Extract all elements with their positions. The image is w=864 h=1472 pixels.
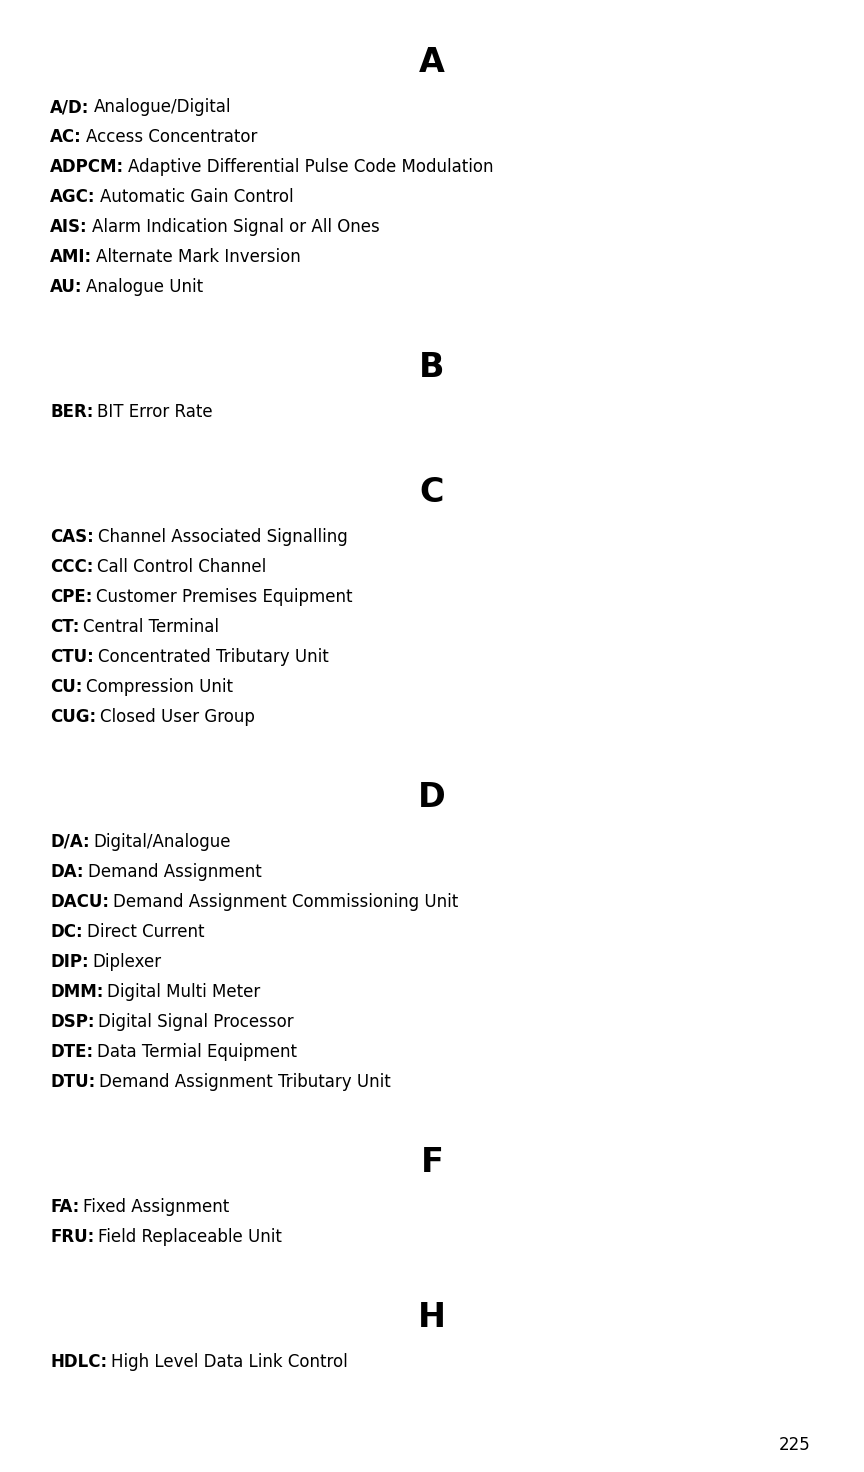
Text: Automatic Gain Control: Automatic Gain Control: [99, 188, 293, 206]
Text: Digital/Analogue: Digital/Analogue: [93, 833, 232, 851]
Text: Adaptive Differential Pulse Code Modulation: Adaptive Differential Pulse Code Modulat…: [128, 158, 493, 177]
Text: F: F: [421, 1147, 443, 1179]
Text: BIT Error Rate: BIT Error Rate: [98, 403, 213, 421]
Text: C: C: [420, 475, 444, 509]
Text: B: B: [419, 350, 445, 384]
Text: DACU:: DACU:: [50, 894, 109, 911]
Text: CTU:: CTU:: [50, 648, 94, 665]
Text: BER:: BER:: [50, 403, 93, 421]
Text: FA:: FA:: [50, 1198, 79, 1216]
Text: HDLC:: HDLC:: [50, 1353, 107, 1370]
Text: High Level Data Link Control: High Level Data Link Control: [111, 1353, 348, 1370]
Text: DC:: DC:: [50, 923, 83, 941]
Text: Compression Unit: Compression Unit: [86, 679, 233, 696]
Text: Demand Assignment Commissioning Unit: Demand Assignment Commissioning Unit: [113, 894, 458, 911]
Text: AGC:: AGC:: [50, 188, 96, 206]
Text: CUG:: CUG:: [50, 708, 96, 726]
Text: CU:: CU:: [50, 679, 82, 696]
Text: AIS:: AIS:: [50, 218, 87, 236]
Text: DIP:: DIP:: [50, 952, 89, 972]
Text: Fixed Assignment: Fixed Assignment: [83, 1198, 230, 1216]
Text: Field Replaceable Unit: Field Replaceable Unit: [98, 1228, 283, 1245]
Text: Data Termial Equipment: Data Termial Equipment: [97, 1044, 297, 1061]
Text: DTE:: DTE:: [50, 1044, 93, 1061]
Text: Channel Associated Signalling: Channel Associated Signalling: [98, 528, 347, 546]
Text: Digital Signal Processor: Digital Signal Processor: [98, 1013, 294, 1030]
Text: D/A:: D/A:: [50, 833, 90, 851]
Text: Alternate Mark Inversion: Alternate Mark Inversion: [96, 247, 301, 266]
Text: ADPCM:: ADPCM:: [50, 158, 124, 177]
Text: D: D: [418, 782, 446, 814]
Text: Concentrated Tributary Unit: Concentrated Tributary Unit: [98, 648, 328, 665]
Text: CPE:: CPE:: [50, 587, 92, 606]
Text: CCC:: CCC:: [50, 558, 93, 576]
Text: AC:: AC:: [50, 128, 82, 146]
Text: Direct Current: Direct Current: [86, 923, 204, 941]
Text: DTU:: DTU:: [50, 1073, 95, 1091]
Text: Demand Assignment Tributary Unit: Demand Assignment Tributary Unit: [99, 1073, 391, 1091]
Text: 225: 225: [778, 1437, 810, 1454]
Text: FRU:: FRU:: [50, 1228, 94, 1245]
Text: Diplexer: Diplexer: [92, 952, 162, 972]
Text: CT:: CT:: [50, 618, 79, 636]
Text: H: H: [418, 1301, 446, 1334]
Text: Customer Premises Equipment: Customer Premises Equipment: [97, 587, 353, 606]
Text: DSP:: DSP:: [50, 1013, 94, 1030]
Text: Central Terminal: Central Terminal: [83, 618, 219, 636]
Text: A/D:: A/D:: [50, 99, 89, 116]
Text: CAS:: CAS:: [50, 528, 94, 546]
Text: A: A: [419, 46, 445, 79]
Text: Digital Multi Meter: Digital Multi Meter: [107, 983, 261, 1001]
Text: Access Concentrator: Access Concentrator: [86, 128, 257, 146]
Text: AMI:: AMI:: [50, 247, 92, 266]
Text: Closed User Group: Closed User Group: [100, 708, 255, 726]
Text: DMM:: DMM:: [50, 983, 104, 1001]
Text: DA:: DA:: [50, 863, 84, 882]
Text: Call Control Channel: Call Control Channel: [98, 558, 267, 576]
Text: Analogue Unit: Analogue Unit: [86, 278, 204, 296]
Text: Demand Assignment: Demand Assignment: [87, 863, 261, 882]
Text: Alarm Indication Signal or All Ones: Alarm Indication Signal or All Ones: [92, 218, 379, 236]
Text: Analogue/Digital: Analogue/Digital: [93, 99, 231, 116]
Text: AU:: AU:: [50, 278, 82, 296]
